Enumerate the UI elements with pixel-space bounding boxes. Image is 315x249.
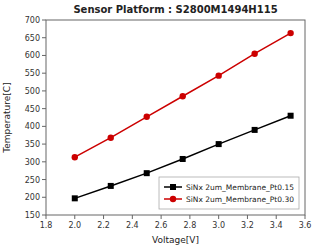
plot-frame bbox=[46, 20, 305, 215]
x-tick-label: 2.8 bbox=[184, 221, 197, 230]
legend-label: SiNx 2um_Membrane_Pt0.15 bbox=[186, 183, 294, 192]
point bbox=[72, 154, 78, 160]
y-tick bbox=[42, 55, 46, 56]
title: Sensor Platform : S2800M1494H115 bbox=[73, 4, 277, 15]
y-tick-label: 250 bbox=[25, 176, 40, 185]
point bbox=[252, 127, 258, 133]
x-tick bbox=[305, 215, 306, 219]
x-tick-label: 3.2 bbox=[241, 221, 254, 230]
x-tick-label: 2.0 bbox=[68, 221, 81, 230]
x-tick bbox=[132, 215, 133, 219]
x-tick bbox=[218, 215, 219, 219]
x-tick bbox=[247, 215, 248, 219]
x-tick bbox=[46, 215, 47, 219]
point bbox=[144, 170, 150, 176]
axes: 1.8 2.0 2.2 2.4 2.6 2.8 3.0 3.2 3.4 3.6 150 200 250 3… bbox=[25, 16, 312, 230]
point bbox=[288, 113, 294, 119]
x-tick bbox=[276, 215, 277, 219]
y-tick bbox=[42, 108, 46, 109]
x-tick bbox=[74, 215, 75, 219]
y-tick bbox=[42, 144, 46, 145]
y-tick bbox=[42, 161, 46, 162]
y-tick-label: 450 bbox=[25, 105, 40, 114]
y-tick-label: 400 bbox=[25, 122, 40, 131]
chart: 1.8 2.0 2.2 2.4 2.6 2.8 3.0 3.2 3.4 3.6 150 200 250 3… bbox=[0, 0, 315, 249]
point bbox=[108, 135, 114, 141]
y-tick bbox=[42, 215, 46, 216]
y-tick bbox=[42, 179, 46, 180]
x-tick bbox=[161, 215, 162, 219]
y-tick-label: 600 bbox=[25, 51, 40, 60]
y-tick bbox=[42, 90, 46, 91]
legend-box bbox=[159, 177, 299, 209]
point bbox=[179, 93, 185, 99]
legend-label: SiNx 2um_Membrane_Pt0.30 bbox=[186, 195, 294, 204]
y-tick bbox=[42, 37, 46, 38]
x-tick bbox=[103, 215, 104, 219]
y-tick bbox=[42, 126, 46, 127]
y-tick bbox=[42, 20, 46, 21]
y-tick-label: 150 bbox=[25, 211, 40, 220]
x-tick-label: 3.6 bbox=[299, 221, 312, 230]
point bbox=[251, 50, 257, 56]
y-tick-label: 300 bbox=[25, 158, 40, 167]
x-axis-label: Voltage[V] bbox=[152, 235, 199, 245]
point bbox=[287, 30, 293, 36]
x-tick-label: 1.8 bbox=[40, 221, 53, 230]
y-tick-label: 500 bbox=[25, 87, 40, 96]
point bbox=[215, 72, 221, 78]
legend-marker bbox=[170, 184, 176, 190]
y-tick bbox=[42, 73, 46, 74]
y-tick-label: 200 bbox=[25, 193, 40, 202]
y-tick-label: 550 bbox=[25, 69, 40, 78]
point bbox=[72, 195, 78, 201]
y-tick-label: 650 bbox=[25, 34, 40, 43]
point bbox=[180, 156, 186, 162]
x-tick-label: 2.2 bbox=[97, 221, 110, 230]
point bbox=[108, 183, 114, 189]
y-axis-label: Temperature[C] bbox=[2, 82, 12, 153]
x-tick-label: 2.6 bbox=[155, 221, 168, 230]
y-tick-label: 700 bbox=[25, 16, 40, 25]
point bbox=[144, 114, 150, 120]
y-tick-label: 350 bbox=[25, 140, 40, 149]
legend: SiNx 2um_Membrane_Pt0.15 SiNx 2um_Membran… bbox=[159, 177, 299, 209]
x-tick-label: 3.0 bbox=[212, 221, 225, 230]
x-tick-label: 2.4 bbox=[126, 221, 139, 230]
series-line bbox=[75, 33, 291, 157]
x-tick-label: 3.4 bbox=[270, 221, 283, 230]
plot-area bbox=[72, 30, 294, 201]
x-tick bbox=[189, 215, 190, 219]
y-tick bbox=[42, 197, 46, 198]
point bbox=[216, 141, 222, 147]
legend-marker bbox=[170, 196, 176, 202]
